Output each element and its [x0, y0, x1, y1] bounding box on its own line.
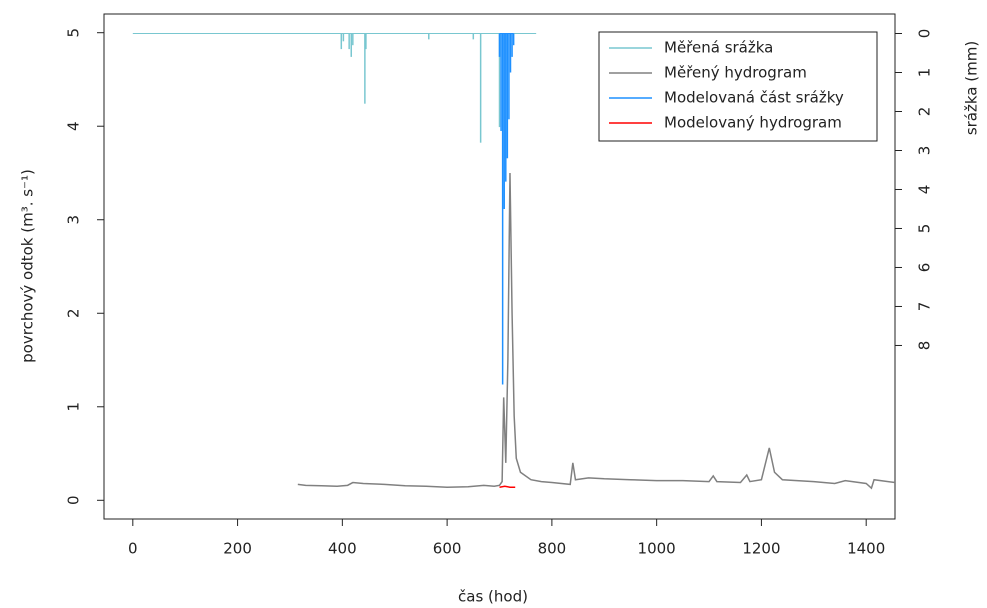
y-tick-label: 3	[65, 215, 83, 225]
y-axis-title: povrchový odtok (m³. s⁻¹)	[19, 169, 37, 363]
y-tick-label: 0	[65, 496, 83, 506]
x-tick-label: 1400	[847, 540, 885, 558]
y2-axis-title: srážka (mm)	[963, 41, 981, 135]
y2-tick-label: 8	[916, 341, 934, 351]
y2-tick-label: 1	[916, 68, 934, 78]
y-tick-label: 4	[65, 121, 83, 131]
y-tick-label: 1	[65, 402, 83, 412]
y2-tick-label: 3	[916, 146, 934, 156]
y2-tick-label: 7	[916, 302, 934, 312]
y2-tick-label: 5	[916, 224, 934, 234]
y2-tick-label: 0	[916, 29, 934, 39]
legend-label: Modelovaná část srážky	[664, 89, 844, 107]
x-tick-label: 1000	[638, 540, 676, 558]
legend-label: Měřená srážka	[664, 39, 773, 57]
x-tick-label: 0	[128, 540, 138, 558]
x-tick-label: 600	[433, 540, 462, 558]
y2-tick-label: 6	[916, 263, 934, 273]
legend-label: Modelovaný hydrogram	[664, 114, 842, 132]
x-tick-label: 800	[538, 540, 567, 558]
hydrograph-line	[499, 485, 516, 488]
y-tick-label: 2	[65, 308, 83, 318]
y2-tick-label: 2	[916, 107, 934, 117]
hydrograph-line	[297, 172, 896, 490]
y2-tick-label: 4	[916, 185, 934, 195]
x-tick-label: 1200	[742, 540, 780, 558]
legend-label: Měřený hydrogram	[664, 64, 807, 82]
x-tick-label: 200	[223, 540, 252, 558]
x-axis-title: čas (hod)	[458, 588, 528, 606]
x-tick-label: 400	[328, 540, 357, 558]
y-tick-label: 5	[65, 28, 83, 38]
